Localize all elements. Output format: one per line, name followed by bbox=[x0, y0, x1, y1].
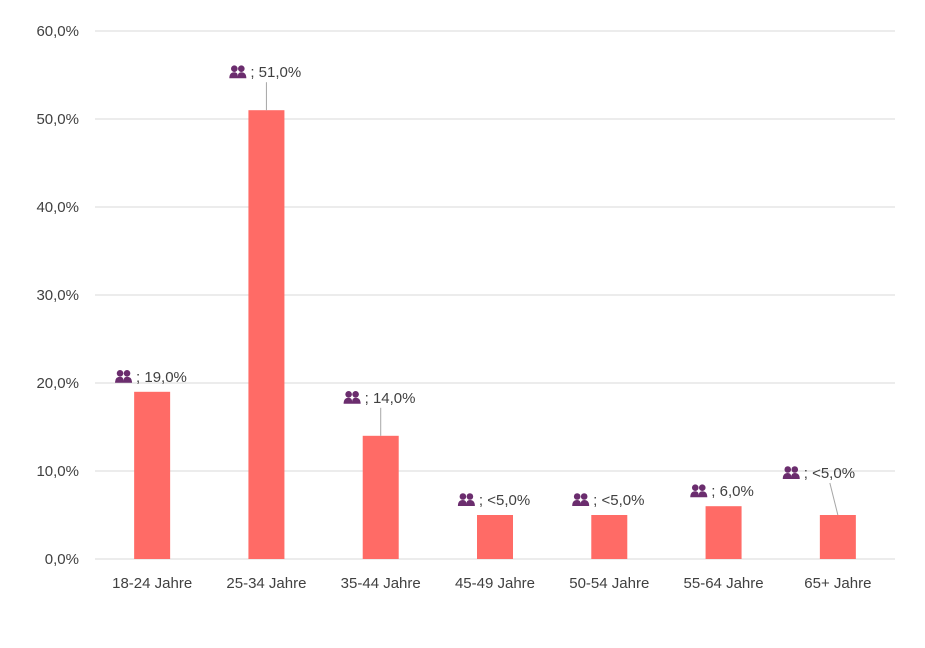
bar-50-54-jahre bbox=[591, 515, 628, 559]
bar-55-64-jahre bbox=[705, 506, 742, 559]
x-tick-label: 45-49 Jahre bbox=[455, 575, 535, 592]
data-label: ; <5,0% bbox=[572, 492, 644, 509]
bar-45-49-jahre bbox=[477, 515, 513, 559]
y-tick-label: 10,0% bbox=[36, 463, 79, 480]
bar-25-34-jahre bbox=[248, 110, 285, 559]
x-axis-ticks: 18-24 Jahre 25-34 Jahre 35-44 Jahre 45-49 J… bbox=[112, 575, 871, 592]
x-tick-label: 55-64 Jahre bbox=[684, 575, 764, 592]
x-tick-label: 65+ Jahre bbox=[804, 575, 871, 592]
x-tick-label: 18-24 Jahre bbox=[112, 575, 192, 592]
people-icon bbox=[115, 370, 133, 383]
x-tick-label: 25-34 Jahre bbox=[226, 575, 306, 592]
data-label: ; <5,0% bbox=[782, 465, 855, 482]
gridlines bbox=[95, 30, 895, 560]
x-tick-label: 50-54 Jahre bbox=[569, 575, 649, 592]
data-label-value: ; <5,0% bbox=[479, 492, 530, 509]
bars bbox=[134, 110, 856, 559]
people-icon bbox=[457, 493, 475, 506]
data-label-value: ; 6,0% bbox=[711, 483, 754, 500]
data-labels: ; 19,0% ; 51,0% ; 14,0% ; <5,0% ; <5,0% ; 6,0… bbox=[115, 64, 855, 509]
data-label-value: ; 19,0% bbox=[136, 369, 187, 386]
data-label: ; 19,0% bbox=[115, 369, 187, 386]
people-icon bbox=[343, 391, 361, 404]
people-icon bbox=[229, 65, 247, 79]
data-label-value: ; <5,0% bbox=[593, 492, 644, 509]
data-label-value: ; <5,0% bbox=[804, 465, 855, 482]
y-axis-ticks: 0,0% 10,0% 20,0% 30,0% 40,0% 50,0% 60,0% bbox=[36, 23, 79, 568]
bar-65-jahre bbox=[819, 515, 856, 559]
people-icon bbox=[782, 466, 800, 479]
bar-35-44-jahre bbox=[362, 435, 399, 559]
y-tick-label: 50,0% bbox=[36, 111, 79, 128]
data-label: ; <5,0% bbox=[457, 492, 530, 509]
data-label: ; 51,0% bbox=[229, 64, 301, 81]
data-label: ; 14,0% bbox=[343, 390, 416, 407]
data-label: ; 6,0% bbox=[690, 483, 754, 500]
people-icon bbox=[572, 493, 590, 506]
data-label-value: ; 51,0% bbox=[250, 64, 301, 81]
label-leaders bbox=[265, 82, 839, 516]
y-tick-label: 20,0% bbox=[36, 375, 79, 392]
y-tick-label: 0,0% bbox=[45, 551, 79, 568]
data-label-value: ; 14,0% bbox=[365, 390, 416, 407]
bar-18-24-jahre bbox=[134, 391, 171, 559]
x-tick-label: 35-44 Jahre bbox=[341, 575, 421, 592]
y-tick-label: 30,0% bbox=[36, 287, 79, 304]
y-tick-label: 40,0% bbox=[36, 199, 79, 216]
y-tick-label: 60,0% bbox=[36, 23, 79, 40]
leader-line bbox=[829, 482, 839, 516]
people-icon bbox=[690, 484, 708, 498]
